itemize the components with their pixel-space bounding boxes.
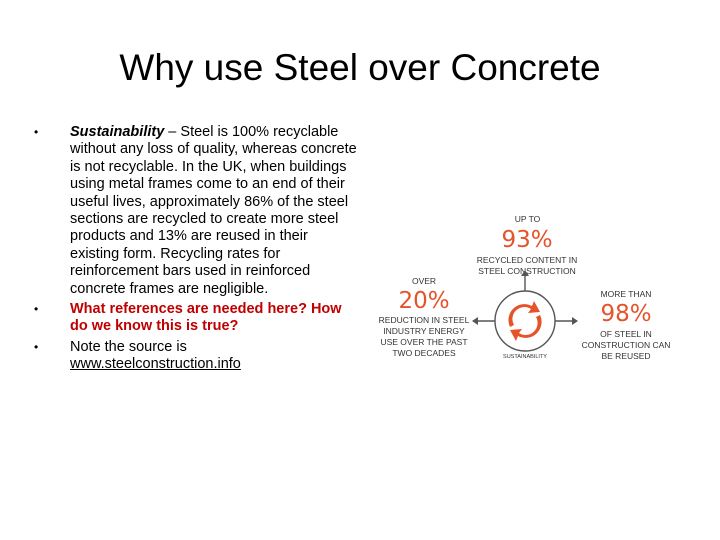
sustainability-infographic: UP TO 93% RECYCLED CONTENT IN STEEL CONS… <box>365 205 690 380</box>
left-line-1: REDUCTION IN STEEL <box>378 315 470 325</box>
references-question-text: What references are needed here? How do … <box>70 301 342 335</box>
sustainability-circle <box>472 270 578 352</box>
bullet-sustainability: • Sustainability – Steel is 100% recycla… <box>0 124 360 298</box>
top-label-above: UP TO <box>514 214 541 224</box>
sustainability-term: Sustainability <box>70 124 165 140</box>
right-line-1: OF STEEL IN <box>600 329 652 339</box>
right-label-above: MORE THAN <box>600 289 652 299</box>
arrow-left-icon <box>472 317 495 325</box>
right-value: 98% <box>600 301 652 327</box>
arrow-up-icon <box>521 270 529 291</box>
ring-outline <box>494 290 556 352</box>
top-label-below-1: RECYCLED CONTENT IN <box>476 255 578 265</box>
source-link[interactable]: www.steelconstruction.info <box>70 356 241 373</box>
bullet-source-note: • Note the source is www.steelconstructi… <box>0 339 360 374</box>
left-line-2: INDUSTRY ENERGY <box>383 326 465 336</box>
top-label-below-2: STEEL CONSTRUCTION <box>478 266 576 276</box>
bullet-list: • Sustainability – Steel is 100% recycla… <box>0 124 360 377</box>
left-value: 20% <box>398 288 450 314</box>
left-line-3: USE OVER THE PAST <box>380 337 468 347</box>
sustainability-label: SUSTAINABILITY <box>503 354 547 360</box>
right-line-3: BE REUSED <box>601 351 651 361</box>
arrow-right-icon <box>555 317 578 325</box>
slide-title: Why use Steel over Concrete <box>119 47 601 88</box>
bullet-dot: • <box>34 339 39 354</box>
recycle-arrows-icon <box>508 301 542 341</box>
right-line-2: CONSTRUCTION CAN <box>581 340 671 350</box>
left-label-above: OVER <box>411 276 437 286</box>
bullet-dot: • <box>34 125 39 139</box>
source-note-text: Note the source is <box>70 338 187 355</box>
sustainability-text: – Steel is 100% recyclable without any l… <box>70 124 357 297</box>
bullet-references-question: • What references are needed here? How d… <box>0 301 360 336</box>
bullet-dot: • <box>34 302 39 317</box>
top-value: 93% <box>501 227 553 253</box>
left-line-4: TWO DECADES <box>392 348 456 358</box>
